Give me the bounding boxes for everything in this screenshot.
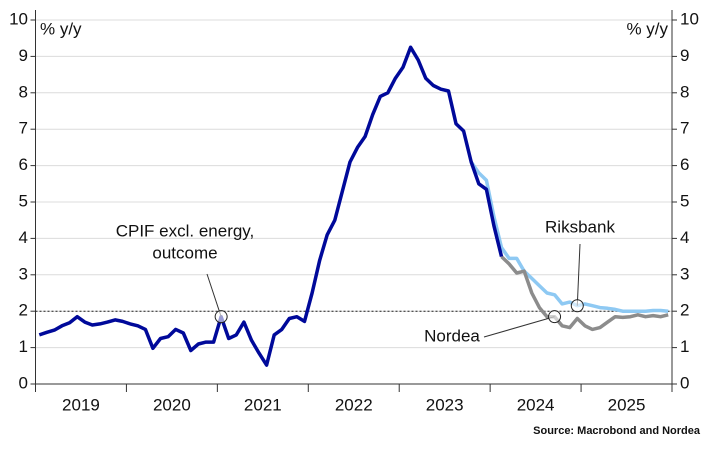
annotation: outcome xyxy=(152,243,217,262)
y2-tick-label: 5 xyxy=(680,191,689,210)
annotation-marker xyxy=(570,299,584,313)
line-series xyxy=(469,160,669,313)
y2-tick-label: 7 xyxy=(680,119,689,138)
y2-axis-label: % y/y xyxy=(626,19,668,38)
y2-tick-label: 3 xyxy=(680,264,689,283)
y-tick-label: 2 xyxy=(19,301,28,320)
y-tick-label: 3 xyxy=(19,264,28,283)
y-tick-label: 10 xyxy=(9,9,28,28)
x-tick-label: 2023 xyxy=(426,395,464,414)
y2-tick-label: 8 xyxy=(680,82,689,101)
y-tick-label: 8 xyxy=(19,82,28,101)
leader-line xyxy=(576,243,581,306)
source: Source: Macrobond and Nordea xyxy=(533,425,701,437)
annotation: Riksbank xyxy=(545,217,615,236)
x-tick-label: 2019 xyxy=(62,395,100,414)
annotation: Nordea xyxy=(424,326,480,345)
x-tick-label: 2021 xyxy=(244,395,282,414)
leader-line xyxy=(206,273,222,317)
annotation-marker xyxy=(548,310,562,324)
y2-tick-label: 2 xyxy=(680,301,689,320)
line-series xyxy=(500,255,669,332)
y2-tick-label: 10 xyxy=(680,9,699,28)
y2-tick-label: 1 xyxy=(680,337,689,356)
y2-tick-label: 0 xyxy=(680,373,689,392)
x-tick-label: 2020 xyxy=(153,395,191,414)
y-tick-label: 6 xyxy=(19,155,28,174)
y-tick-label: 9 xyxy=(19,46,28,65)
x-tick-label: 2022 xyxy=(335,395,373,414)
y-tick-label: 1 xyxy=(19,337,28,356)
leader-line xyxy=(483,316,555,338)
y-tick-label: 5 xyxy=(19,191,28,210)
annotation: CPIF excl. energy, xyxy=(116,221,255,240)
y-tick-label: 0 xyxy=(19,373,28,392)
y2-tick-label: 6 xyxy=(680,155,689,174)
y-tick-label: 7 xyxy=(19,119,28,138)
x-tick-label: 2025 xyxy=(608,395,646,414)
y-axis-label: % y/y xyxy=(40,19,82,38)
x-tick-label: 2024 xyxy=(517,395,555,414)
y-tick-label: 4 xyxy=(19,228,28,247)
y2-tick-label: 4 xyxy=(680,228,689,247)
y2-tick-label: 9 xyxy=(680,46,689,65)
annotation-marker xyxy=(214,310,228,324)
line-series xyxy=(38,45,504,367)
